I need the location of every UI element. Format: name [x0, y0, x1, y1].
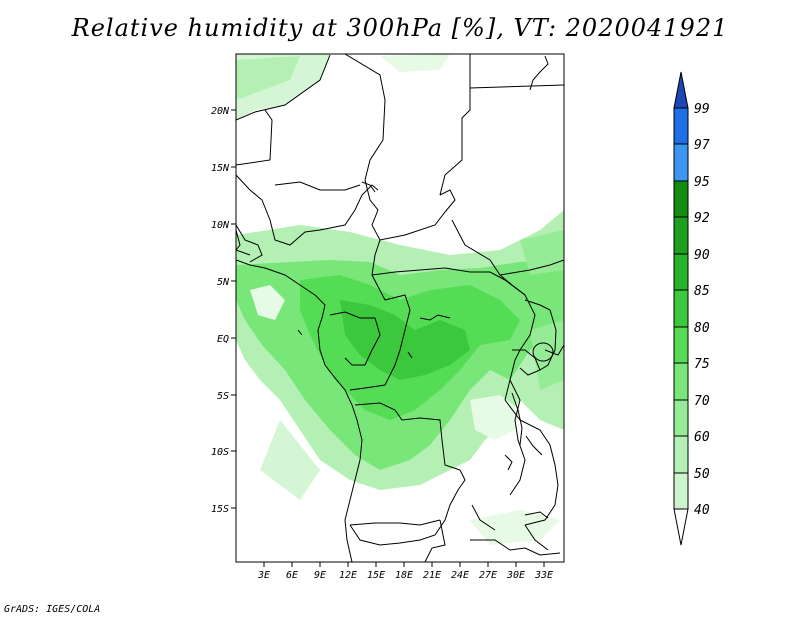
humidity-field: [236, 54, 564, 545]
map-title: Relative humidity at 300hPa [%], VT: 202…: [71, 14, 729, 42]
colorbar-label: 40: [694, 503, 710, 518]
colorbar-bin-80: [673, 326, 689, 364]
lat-labels: 20N 15N 10N 5N EQ 5S 10S 15S: [211, 106, 230, 515]
lat-axis: [231, 109, 236, 509]
colorbar-label: 97: [694, 138, 710, 153]
colorbar: [673, 71, 689, 546]
colorbar-bin-92: [673, 216, 689, 255]
map-borders: [236, 54, 564, 562]
lon-labels: 3E 6E 9E 12E 15E 18E 21E 24E 27E 30E 33E: [257, 570, 553, 581]
lat-label: 10N: [211, 220, 230, 231]
colorbar-bottom-arrow: [673, 508, 689, 546]
colorbar-label: 50: [694, 467, 710, 482]
lon-label: 3E: [257, 570, 270, 581]
lat-label: 10S: [211, 447, 229, 458]
grads-credit: GrADS: IGES/COLA: [4, 604, 101, 615]
lon-label: 6E: [286, 570, 298, 581]
lat-label: 5N: [217, 277, 230, 288]
lon-label: 33E: [534, 570, 553, 581]
lon-label: 9E: [314, 570, 326, 581]
colorbar-label: 92: [694, 211, 710, 226]
lon-label: 15E: [367, 570, 385, 581]
colorbar-label: 95: [694, 175, 710, 190]
lat-label: 20N: [211, 106, 230, 117]
colorbar-label: 90: [694, 248, 710, 263]
colorbar-label: 75: [694, 357, 710, 372]
colorbar-label: 60: [694, 430, 710, 445]
lon-label: 18E: [395, 570, 413, 581]
lon-label: 24E: [451, 570, 469, 581]
colorbar-labels: 99 97 95 92 90 85 80 75 70 60 50 40: [694, 102, 710, 518]
colorbar-bin-97: [673, 143, 689, 182]
colorbar-bin-60: [673, 435, 689, 474]
lon-axis: [263, 562, 545, 567]
colorbar-bin-90: [673, 253, 689, 291]
colorbar-label: 80: [694, 321, 710, 336]
colorbar-bin-75: [673, 362, 689, 401]
colorbar-bin-99: [673, 107, 689, 145]
lon-label: 21E: [423, 570, 441, 581]
lat-label: 15S: [211, 504, 229, 515]
map-lakes: [297, 181, 554, 519]
colorbar-label: 85: [694, 284, 710, 299]
colorbar-top-arrow: [673, 71, 689, 109]
lon-label: 12E: [339, 570, 357, 581]
colorbar-label: 70: [694, 394, 710, 409]
lat-label: 5S: [217, 391, 229, 402]
lon-label: 27E: [479, 570, 497, 581]
colorbar-label: 99: [694, 102, 710, 117]
map-frame: [235, 53, 565, 563]
lon-label: 30E: [506, 570, 525, 581]
lat-label: EQ: [217, 334, 229, 345]
colorbar-bin-95: [673, 180, 689, 218]
lat-label: 15N: [211, 163, 230, 174]
colorbar-bin-85: [673, 289, 689, 328]
colorbar-bin-50: [673, 472, 689, 510]
colorbar-bin-70: [673, 399, 689, 437]
